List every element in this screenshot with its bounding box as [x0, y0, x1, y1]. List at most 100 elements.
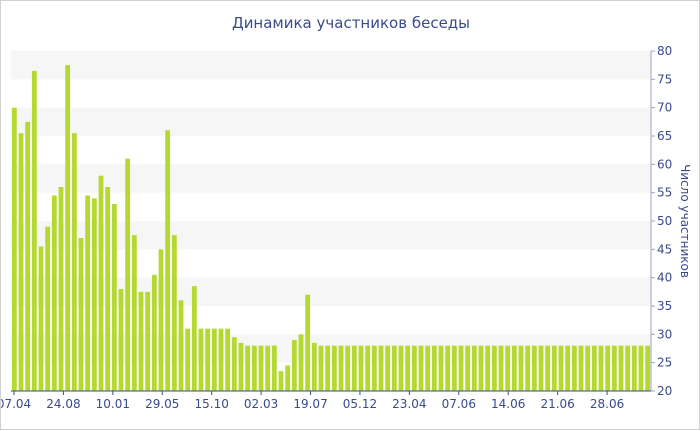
bar	[65, 65, 71, 392]
x-tick-label: 15.10	[195, 397, 229, 411]
grid-band	[11, 51, 651, 80]
y-tick-label: 75	[657, 72, 672, 86]
bar	[38, 246, 44, 391]
bar	[391, 345, 397, 391]
y-tick-label: 30	[657, 327, 672, 341]
bar	[125, 158, 131, 391]
bar	[271, 345, 277, 391]
bar	[531, 345, 537, 391]
bar	[151, 274, 157, 391]
bar	[325, 345, 331, 391]
bar	[278, 371, 284, 391]
bar	[591, 345, 597, 391]
bar	[505, 345, 511, 391]
bar	[131, 235, 137, 391]
bar	[491, 345, 497, 391]
x-tick-label: 21.06	[540, 397, 574, 411]
bar	[105, 187, 111, 391]
x-tick-label: 23.04	[392, 397, 426, 411]
bar	[318, 345, 324, 391]
bar	[458, 345, 464, 391]
y-tick-label: 70	[657, 101, 672, 115]
x-tick-label: 29.05	[145, 397, 179, 411]
x-tick-label: 24.08	[46, 397, 80, 411]
bar	[338, 345, 344, 391]
bar	[625, 345, 631, 391]
bar	[578, 345, 584, 391]
bar	[631, 345, 637, 391]
bar	[211, 328, 217, 391]
bar	[85, 195, 91, 391]
y-tick-label: 40	[657, 271, 672, 285]
grid-band	[11, 107, 651, 136]
bar	[198, 328, 204, 391]
bar	[511, 345, 517, 391]
bar	[251, 345, 257, 391]
bar	[598, 345, 604, 391]
bar	[331, 345, 337, 391]
bar	[551, 345, 557, 391]
bar	[45, 226, 51, 391]
bar	[345, 345, 351, 391]
bar	[451, 345, 457, 391]
bar	[111, 204, 117, 391]
x-tick-label: 14.06	[491, 397, 525, 411]
y-tick-label: 80	[657, 44, 672, 58]
bar	[238, 342, 244, 391]
bar	[291, 340, 297, 391]
y-tick-label: 60	[657, 157, 672, 171]
grid-band	[11, 164, 651, 193]
bar	[18, 133, 24, 392]
bar	[478, 345, 484, 391]
y-tick-label: 25	[657, 356, 672, 370]
bar	[351, 345, 357, 391]
grid-band	[11, 334, 651, 363]
bar	[118, 289, 124, 391]
grid-band	[11, 277, 651, 306]
bar	[285, 365, 291, 391]
bar	[165, 130, 171, 391]
bar	[51, 195, 57, 391]
x-tick-label: 07.04	[1, 397, 31, 411]
bar	[258, 345, 264, 391]
y-tick-label: 65	[657, 129, 672, 143]
bar	[398, 345, 404, 391]
x-tick-label: 10.01	[96, 397, 130, 411]
bar	[58, 187, 64, 391]
y-tick-label: 55	[657, 186, 672, 200]
bar	[191, 286, 197, 391]
bar	[25, 121, 31, 391]
x-tick-label: 05.12	[343, 397, 377, 411]
bar	[565, 345, 571, 391]
x-tick-label: 19.07	[293, 397, 327, 411]
bar	[545, 345, 551, 391]
grid-band	[11, 221, 651, 250]
x-tick-label: 28.06	[590, 397, 624, 411]
bar	[525, 345, 531, 391]
bar	[645, 345, 651, 391]
bar	[378, 345, 384, 391]
bar	[98, 175, 104, 391]
bar	[445, 345, 451, 391]
bar	[498, 345, 504, 391]
y-tick-label: 20	[657, 384, 672, 398]
bar	[205, 328, 211, 391]
y-tick-label: 45	[657, 242, 672, 256]
bar	[145, 291, 151, 391]
x-tick-label: 07.06	[442, 397, 476, 411]
y-tick-label: 50	[657, 214, 672, 228]
bar	[11, 107, 17, 392]
bar	[358, 345, 364, 391]
bar	[305, 294, 311, 391]
bar	[638, 345, 644, 391]
bar	[585, 345, 591, 391]
bar	[265, 345, 271, 391]
bar	[611, 345, 617, 391]
y-tick-label: 35	[657, 299, 672, 313]
bar	[418, 345, 424, 391]
bar	[231, 337, 237, 391]
bar	[91, 198, 97, 391]
chart-title: Динамика участников беседы	[231, 14, 471, 32]
